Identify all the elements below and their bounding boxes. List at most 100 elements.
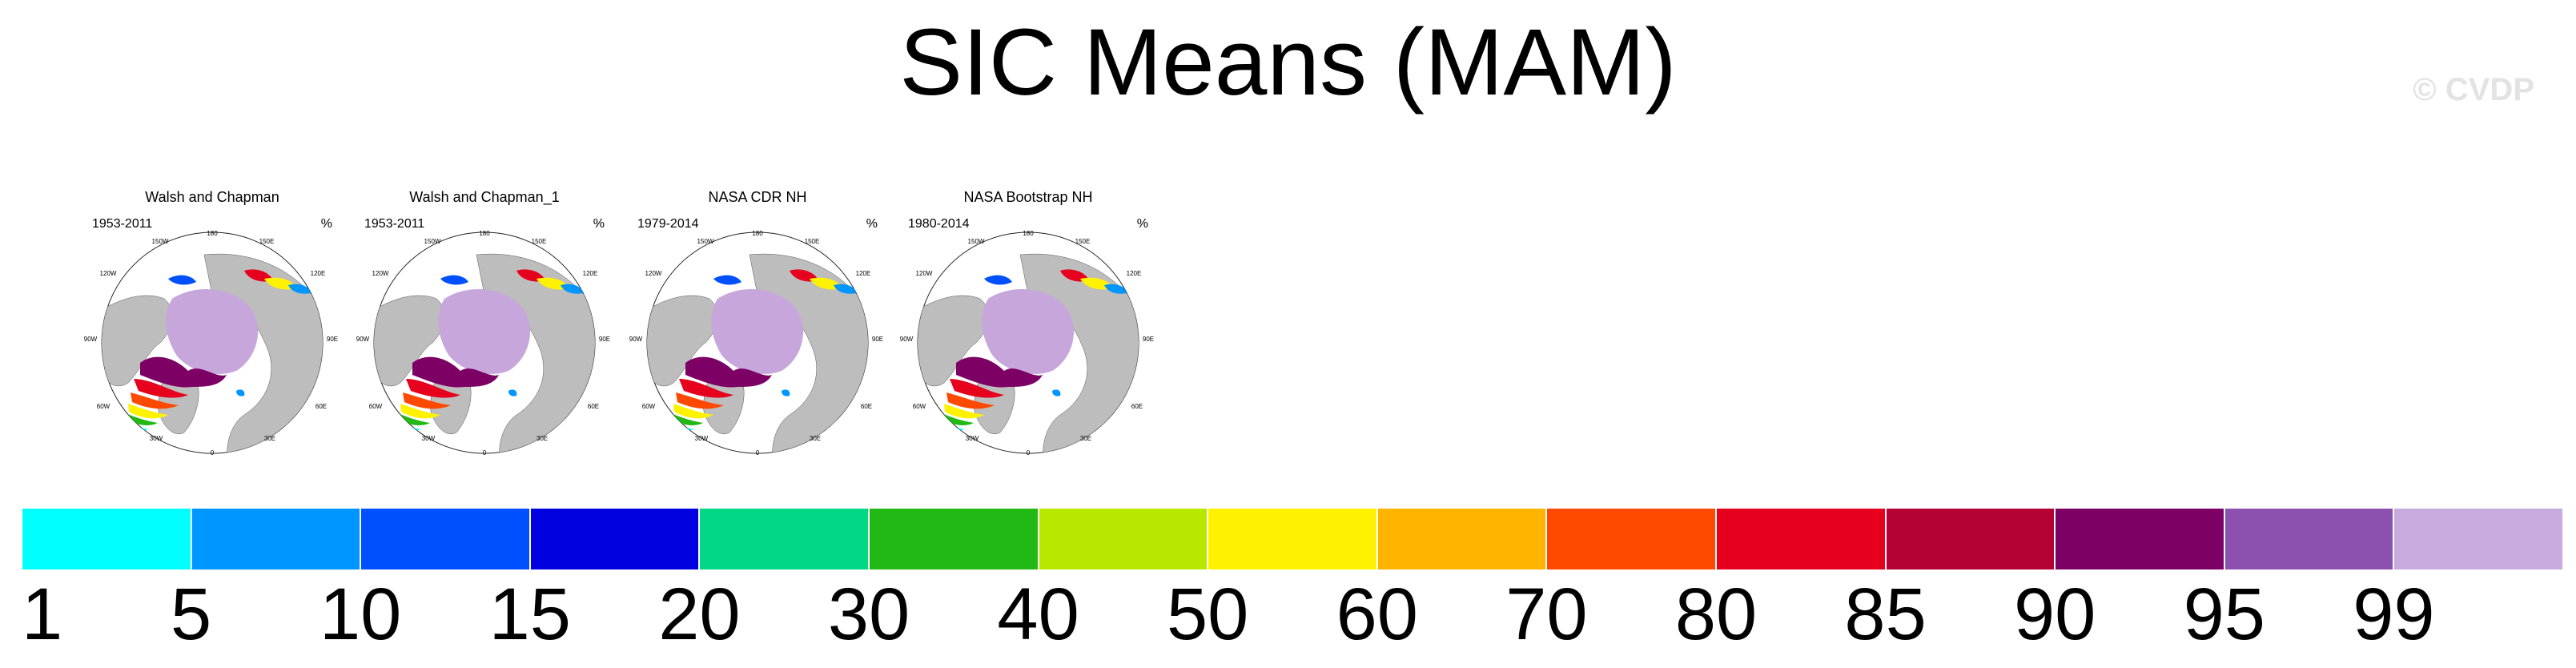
ice-edge-orange — [131, 392, 179, 409]
ice-edge-purple — [685, 356, 772, 388]
ice-edge-orange — [946, 392, 995, 409]
panel-period: 1980-2014 — [908, 217, 970, 231]
land-north-america — [918, 295, 989, 387]
colorbar-tick-label: 99 — [2353, 573, 2435, 655]
panel-unit: % — [1136, 217, 1148, 231]
longitude-label: 120E — [856, 270, 871, 277]
ice-edge-red — [679, 379, 733, 398]
panel-period: 1953-2011 — [92, 217, 153, 231]
ice-okhotsk-cyan — [1104, 284, 1127, 294]
ice-edge-yellow — [944, 404, 984, 419]
longitude-label: 180 — [207, 230, 218, 237]
colorbar-tick-label: 95 — [2183, 573, 2265, 655]
ice-baltic — [508, 389, 517, 396]
ice-edge-purple — [412, 356, 499, 388]
ice-okhotsk-yellow — [264, 277, 296, 290]
sea-ice-core — [711, 289, 804, 374]
longitude-label: 0 — [483, 449, 487, 455]
longitude-label: 180 — [1023, 230, 1034, 237]
map-panel: NASA Bootstrap NH 1980-2014% 180 150W 150E 1… — [900, 189, 1156, 469]
ice-bering-blue — [984, 275, 1012, 285]
longitude-label: 90E — [1143, 336, 1154, 343]
colorbar-tick-label: 85 — [1844, 573, 1927, 655]
colorbar-box — [2055, 508, 2224, 570]
longitude-label: 150W — [968, 238, 985, 245]
longitude-label: 30W — [695, 435, 709, 442]
ice-edge-red — [950, 379, 1004, 398]
land-north-america — [102, 295, 173, 387]
longitude-label: 90E — [872, 336, 883, 343]
ice-edge-yellow — [673, 404, 713, 419]
map-panel: NASA CDR NH 1979-2014% 180 150W 150E 120W 120… — [629, 189, 886, 469]
longitude-label: 0 — [211, 449, 215, 455]
longitude-label: 90W — [629, 336, 643, 343]
ice-okhotsk-yellow — [810, 277, 842, 290]
panel-period: 1979-2014 — [637, 217, 699, 231]
longitude-label: 120W — [100, 270, 117, 277]
longitude-label: 30E — [536, 435, 548, 442]
ice-edge-red — [406, 379, 460, 398]
ice-bering-blue — [713, 275, 741, 285]
longitude-label: 90W — [356, 336, 370, 343]
polar-map: 180 150W 150E 120W 120E 90W 90E 60W 60E 30W 30E 0 — [900, 230, 1154, 455]
colorbar-tick-label: 10 — [319, 573, 402, 655]
sea-ice-core — [982, 289, 1075, 374]
longitude-label: 150E — [532, 238, 547, 245]
colorbar-box — [360, 508, 530, 570]
colorbar-box — [1208, 508, 1377, 570]
longitude-label: 60E — [315, 403, 327, 410]
panel-title: NASA Bootstrap NH — [963, 189, 1093, 205]
colorbar-box — [1376, 508, 1547, 570]
panel-title: NASA CDR NH — [708, 189, 807, 205]
longitude-label: 30E — [1080, 435, 1091, 442]
longitude-label: 60W — [642, 403, 656, 410]
panel-title: Walsh and Chapman_1 — [409, 189, 560, 205]
colorbar-box — [1038, 508, 1208, 570]
longitude-label: 90E — [599, 336, 610, 343]
polar-map: 180 150W 150E 120W 120E 90W 90E 60W 60E 30W 30E 0 — [629, 230, 883, 455]
panel-unit: % — [593, 217, 605, 231]
panel-period: 1953-2011 — [364, 217, 425, 231]
longitude-label: 60E — [588, 403, 599, 410]
longitude-label: 60W — [913, 403, 926, 410]
colorbar-box — [869, 508, 1039, 570]
colorbar-box — [22, 508, 191, 570]
longitude-label: 30W — [966, 435, 979, 442]
ice-edge-purple — [140, 356, 227, 388]
page-title: SIC Means (MAM) — [899, 10, 1677, 115]
colorbar-box — [1546, 508, 1716, 570]
longitude-label: 180 — [479, 230, 490, 237]
panel-unit: % — [320, 217, 332, 231]
colorbar-tick-label: 1 — [22, 573, 63, 655]
colorbar-tick-label: 20 — [658, 573, 741, 655]
ice-okhotsk-cyan — [834, 284, 857, 294]
longitude-label: 120W — [372, 270, 389, 277]
ice-bering-blue — [440, 275, 468, 285]
colorbar-tick-label: 15 — [488, 573, 571, 655]
longitude-label: 90E — [327, 336, 338, 343]
colorbar-tick-label: 80 — [1674, 573, 1758, 655]
longitude-label: 60E — [861, 403, 872, 410]
colorbar-tick-label: 50 — [1167, 573, 1249, 655]
longitude-label: 60E — [1131, 403, 1143, 410]
colorbar-tick-label: 60 — [1336, 573, 1418, 655]
longitude-label: 120E — [1127, 270, 1142, 277]
colorbar-box — [529, 508, 700, 570]
polar-map: 180 150W 150E 120W 120E 90W 90E 60W 60E 30W 30E 0 — [84, 230, 338, 455]
colorbar-tick-label: 5 — [171, 573, 212, 655]
longitude-label: 120E — [311, 270, 326, 277]
longitude-label: 0 — [756, 449, 760, 455]
colorbar-box — [1885, 508, 2056, 570]
colorbar-box — [191, 508, 361, 570]
ice-bering-blue — [168, 275, 196, 285]
sea-ice-core — [166, 289, 259, 374]
longitude-label: 180 — [752, 230, 763, 237]
longitude-label: 120W — [916, 270, 933, 277]
colorbar-tick-label: 30 — [827, 573, 910, 655]
colorbar-box — [1716, 508, 1886, 570]
longitude-label: 30E — [810, 435, 821, 442]
land-north-america — [374, 295, 445, 387]
colorbar-box — [699, 508, 869, 570]
ice-baltic — [782, 389, 790, 396]
colorbar-box — [2224, 508, 2394, 570]
